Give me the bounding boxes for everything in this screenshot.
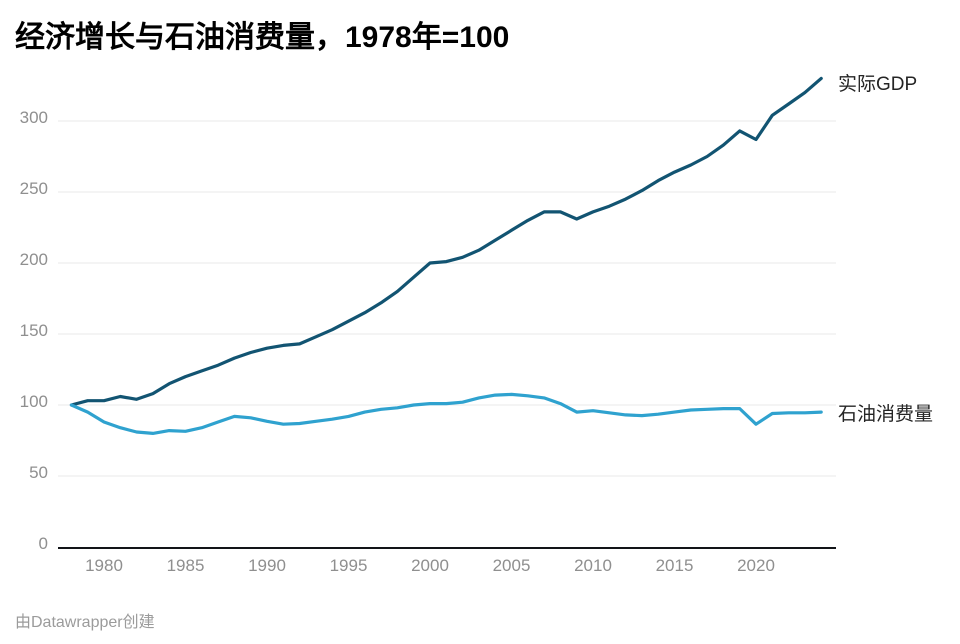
y-tick-label: 0 <box>39 534 48 553</box>
gdp-line <box>69 76 823 407</box>
y-tick-label: 50 <box>29 463 48 482</box>
y-tick-label: 250 <box>20 179 48 198</box>
oil-line <box>69 392 823 435</box>
chart-title: 经济增长与石油消费量，1978年=100 <box>15 21 510 54</box>
x-tick-label: 2000 <box>411 556 449 575</box>
x-tick-label: 1995 <box>330 556 368 575</box>
x-tick-label: 1985 <box>167 556 205 575</box>
x-tick-label: 1990 <box>248 556 286 575</box>
y-tick-label: 200 <box>20 250 48 269</box>
x-tick-label: 2010 <box>574 556 612 575</box>
y-tick-label: 150 <box>20 321 48 340</box>
series-label-real-gdp: 实际GDP <box>838 74 918 96</box>
x-tick-label: 2015 <box>656 556 694 575</box>
x-tick-label: 1980 <box>85 556 123 575</box>
x-tick-label: 2005 <box>493 556 531 575</box>
x-tick-label: 2020 <box>737 556 775 575</box>
y-tick-label: 300 <box>20 108 48 127</box>
series-label-oil-consumption: 石油消费量 <box>838 404 934 426</box>
datawrapper-credit: 由Datawrapper创建 <box>15 614 155 631</box>
y-tick-label: 100 <box>20 392 48 411</box>
